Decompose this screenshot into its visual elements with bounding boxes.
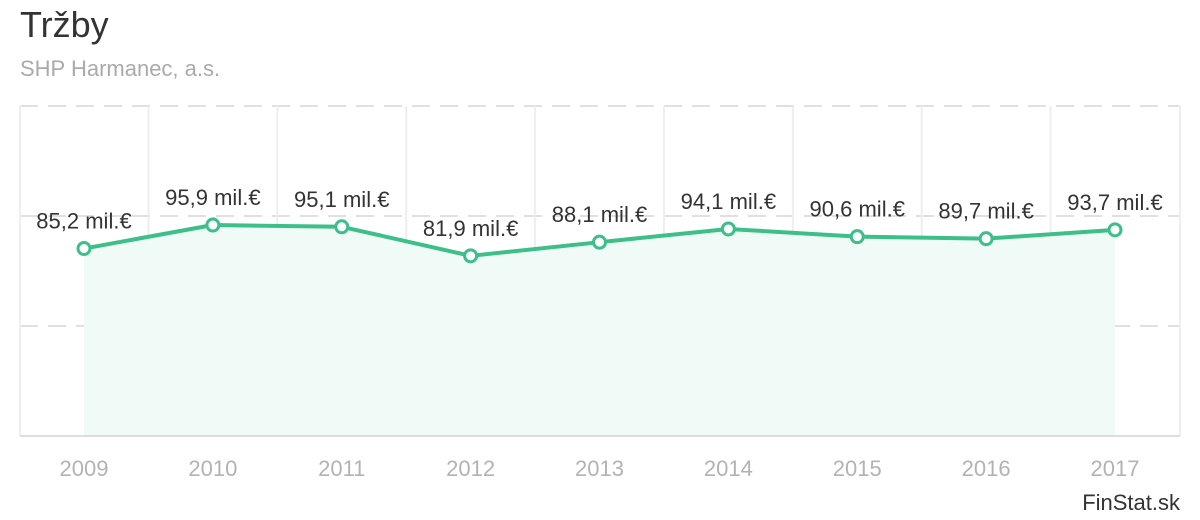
data-label: 88,1 mil.€ [552, 202, 647, 227]
revenue-area [84, 225, 1115, 436]
data-point [978, 231, 994, 247]
x-tick-label: 2015 [833, 456, 882, 481]
data-point [205, 217, 221, 233]
data-points [76, 217, 1123, 264]
x-tick-label: 2011 [318, 456, 365, 481]
x-tick-label: 2014 [704, 456, 753, 481]
x-tick-label: 2010 [188, 456, 237, 481]
data-label: 85,2 mil.€ [36, 209, 131, 234]
data-label: 93,7 mil.€ [1067, 190, 1162, 215]
data-point [1107, 222, 1123, 238]
data-label: 95,1 mil.€ [294, 187, 389, 212]
chart-subtitle: SHP Harmanec, a.s. [20, 56, 221, 81]
x-tick-label: 2016 [962, 456, 1011, 481]
data-label: 89,7 mil.€ [938, 199, 1033, 224]
x-tick-label: 2009 [60, 456, 109, 481]
data-labels: 85,2 mil.€ 95,9 mil.€ 95,1 mil.€ 81,9 mil.€… [36, 185, 1162, 241]
x-tick-label: 2017 [1091, 456, 1140, 481]
data-point [76, 241, 92, 257]
data-point [720, 221, 736, 237]
data-label: 90,6 mil.€ [810, 197, 905, 222]
data-point [463, 248, 479, 264]
data-point [592, 234, 607, 250]
x-axis-ticks: 2009 2010 2011 2012 2013 2014 2015 2016 2017 [60, 456, 1140, 481]
data-point [849, 229, 865, 245]
source-credit: FinStat.sk [1082, 490, 1180, 515]
data-label: 95,9 mil.€ [165, 185, 260, 210]
chart-title: Tržby [20, 4, 109, 45]
x-tick-label: 2013 [575, 456, 624, 481]
x-tick-label: 2012 [446, 456, 495, 481]
data-point [334, 219, 350, 235]
data-label: 81,9 mil.€ [423, 216, 518, 241]
data-label: 94,1 mil.€ [681, 189, 776, 214]
